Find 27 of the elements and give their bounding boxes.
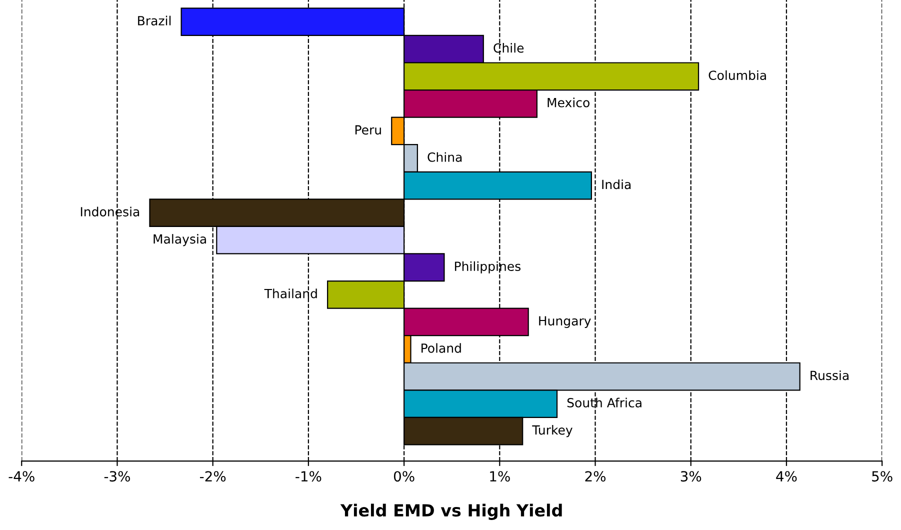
y-tick-label: Russia	[810, 370, 848, 380]
y-tick-label: Indonesia	[80, 206, 140, 216]
x-tick-label: 0%	[394, 471, 414, 482]
y-tick-label: Malaysia	[154, 234, 206, 246]
x-tick-label: 2%	[585, 471, 606, 482]
y-tick-label: Peru	[355, 125, 381, 135]
y-tick-label: South Africa	[567, 398, 642, 408]
x-tick-label: 3%	[680, 471, 702, 482]
x-tick-label: -3%	[104, 471, 130, 482]
y-tick-label: Hungary	[539, 316, 591, 328]
x-tick-label: 5%	[872, 471, 892, 482]
y-tick-label: Columbia	[708, 70, 766, 80]
y-tick-label: Poland	[422, 343, 461, 353]
y-tick-label: Thailand	[264, 288, 317, 298]
x-tick-label: 4%	[776, 471, 797, 482]
y-tick-label: India	[602, 179, 631, 190]
x-axis-title: Yield EMD vs High Yield	[340, 504, 562, 520]
x-tick-label: -4%	[8, 471, 34, 482]
y-tick-label: Mexico	[548, 98, 590, 108]
y-tick-label: Philippines	[454, 261, 520, 274]
y-tick-label: Turkey	[532, 425, 572, 438]
y-tick-label: Brazil	[138, 16, 171, 26]
y-tick-label: Chile	[494, 43, 524, 53]
x-tick-label: 1%	[490, 471, 510, 482]
x-tick-label: -1%	[296, 471, 322, 482]
x-tick-label: -2%	[200, 471, 226, 482]
y-tick-label: China	[428, 152, 462, 162]
